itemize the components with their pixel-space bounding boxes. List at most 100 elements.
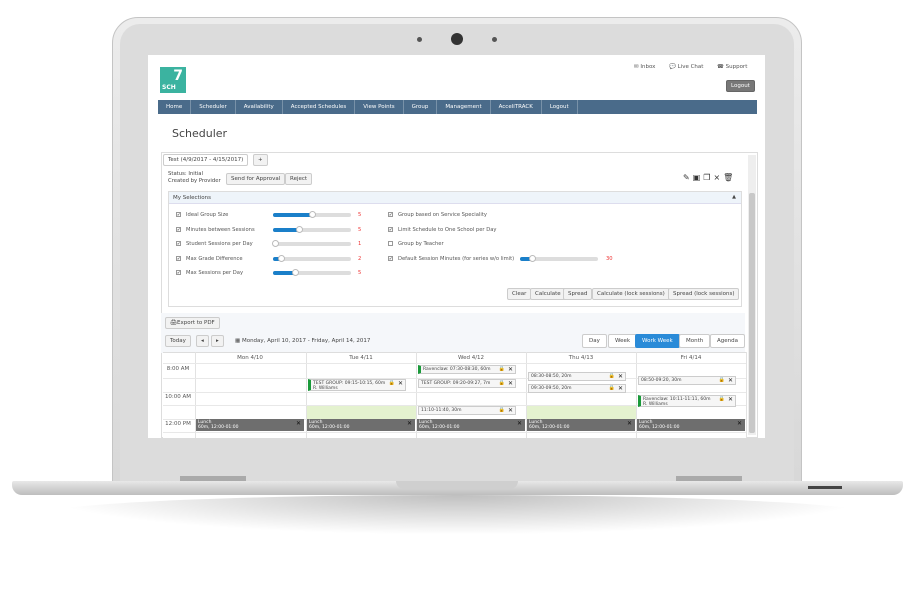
view-month[interactable]: Month — [679, 334, 711, 348]
checkbox[interactable]: ✔ — [176, 226, 181, 232]
my-selections-panel — [168, 191, 742, 307]
checkbox[interactable]: ✔ — [388, 212, 393, 217]
calendar-event[interactable]: 08:50-09:20, 30m 🔒 ✕ — [638, 375, 736, 385]
scrollbar[interactable] — [748, 155, 756, 435]
nav-item[interactable]: Logout — [542, 100, 578, 114]
checkbox[interactable]: ✔ — [388, 226, 393, 232]
event-provider: R. Williams — [643, 401, 668, 407]
lock-icon[interactable]: 🔒 — [498, 406, 505, 413]
slider-handle[interactable] — [528, 254, 536, 262]
delete-icon[interactable]: ✕ — [617, 384, 623, 392]
calendar-event[interactable]: 08:30-08:50, 20m 🔒 ✕ — [528, 371, 626, 381]
selection-button[interactable]: Spread (lock sessions) — [668, 288, 740, 300]
date-range[interactable]: ▦ Monday, April 10, 2017 - Friday, April… — [235, 338, 371, 344]
trash-icon[interactable]: 🗑 — [723, 173, 737, 182]
view-week[interactable]: Week — [608, 334, 638, 348]
slider[interactable] — [273, 211, 351, 218]
tab-test[interactable]: Test (4/9/2017 - 4/15/2017) — [163, 154, 249, 166]
delete-icon[interactable]: ✕ — [406, 420, 412, 427]
lunch-event[interactable]: Lunch 60m, 12:00-01:00 ✕ — [637, 419, 745, 431]
today-button[interactable]: Today — [165, 335, 191, 347]
save-icon[interactable]: ▣ — [692, 173, 704, 182]
slider-handle[interactable] — [291, 269, 299, 276]
live-chat-link[interactable]: 💬 Live Chat — [669, 64, 704, 70]
slider[interactable] — [273, 269, 351, 276]
lunch-event[interactable]: Lunch 60m, 12:00-01:00 ✕ — [527, 419, 635, 431]
delete-icon[interactable]: ✕ — [507, 366, 513, 373]
lock-icon[interactable]: 🔒 — [718, 376, 725, 383]
slider-handle[interactable] — [295, 225, 303, 233]
lunch-event[interactable]: Lunch 60m, 12:00-01:00 ✕ — [307, 419, 415, 431]
delete-icon[interactable]: ✕ — [626, 420, 632, 427]
delete-icon[interactable]: ✕ — [507, 406, 513, 414]
export-pdf-button[interactable]: 🖨Export to PDF — [165, 317, 220, 329]
delete-icon[interactable]: ✕ — [736, 420, 742, 427]
lunch-event[interactable]: Lunch 60m, 12:00-01:00 ✕ — [417, 419, 525, 431]
slider[interactable] — [520, 254, 598, 262]
scrollbar-thumb[interactable] — [749, 193, 755, 433]
slider[interactable] — [273, 254, 351, 262]
delete-icon[interactable]: ✕ — [727, 395, 733, 403]
checkbox[interactable]: ✔ — [176, 212, 181, 217]
screen: SCH 7 ✉ Inbox 💬 Live Chat ☎ Support Logou… — [148, 55, 765, 438]
support-link[interactable]: ☎ Support — [717, 64, 748, 70]
lock-icon[interactable]: 🔒 — [388, 379, 395, 386]
calendar-event[interactable]: TEST GROUP: 09:20-09:27, 7m 🔒 ✕ — [418, 378, 516, 388]
checkbox[interactable]: ✔ — [176, 270, 181, 275]
close-icon[interactable]: × — [713, 173, 724, 182]
selection-button[interactable]: Spread — [563, 288, 593, 300]
checkbox[interactable]: ✔ — [176, 255, 181, 261]
slider-handle[interactable] — [309, 211, 316, 218]
delete-icon[interactable]: ✕ — [507, 379, 513, 387]
selection-button[interactable]: Calculate — [530, 288, 566, 300]
edit-icon[interactable]: ✎ — [683, 173, 693, 182]
delete-icon[interactable]: ✕ — [617, 372, 623, 380]
view-agenda[interactable]: Agenda — [710, 334, 745, 348]
lock-icon[interactable]: 🔒 — [498, 379, 505, 386]
nav-item[interactable]: Group — [404, 100, 438, 114]
prev-button[interactable]: ◂ — [196, 335, 209, 347]
lock-icon[interactable]: 🔒 — [608, 372, 615, 379]
inbox-link[interactable]: ✉ Inbox — [634, 64, 656, 70]
delete-icon[interactable]: ✕ — [397, 379, 403, 387]
view-day[interactable]: Day — [582, 334, 607, 348]
send-for-approval-button[interactable]: Send for Approval — [226, 173, 286, 185]
selection-button[interactable]: Clear — [507, 288, 532, 300]
collapse-icon[interactable]: ▲ — [732, 194, 736, 200]
calendar-event[interactable]: Ravenclaw: 07:30-08:30, 60m 🔒 ✕ — [418, 365, 516, 374]
copy-icon[interactable]: ❐ — [703, 173, 714, 182]
view-work-week[interactable]: Work Week — [635, 334, 680, 348]
nav-item[interactable]: AcceliTRACK — [491, 100, 542, 114]
slider-handle[interactable] — [271, 240, 279, 247]
lock-icon[interactable]: 🔒 — [498, 366, 505, 372]
nav-item[interactable]: Availability — [236, 100, 283, 114]
lock-icon[interactable]: 🔒 — [608, 384, 615, 391]
next-button[interactable]: ▸ — [211, 335, 224, 347]
delete-icon[interactable]: ✕ — [516, 420, 522, 427]
nav-item[interactable]: Scheduler — [191, 100, 236, 114]
calendar-event[interactable]: 09:30-09:50, 20m 🔒 ✕ — [528, 383, 626, 393]
selection-button[interactable]: Calculate (lock sessions) — [592, 288, 670, 300]
delete-icon[interactable]: ✕ — [295, 420, 301, 427]
checkbox[interactable]: ✔ — [176, 241, 181, 246]
add-tab-button[interactable]: + — [253, 154, 268, 166]
logout-button[interactable]: Logout — [726, 80, 755, 92]
checkbox[interactable]: ✔ — [388, 255, 393, 261]
delete-icon[interactable]: ✕ — [727, 376, 733, 384]
calendar-event[interactable]: 11:10-11:40, 30m 🔒 ✕ — [418, 405, 516, 415]
my-selections-header[interactable]: My Selections ▲ — [169, 192, 741, 204]
checkbox[interactable] — [388, 241, 393, 246]
slider[interactable] — [273, 225, 351, 233]
lunch-event[interactable]: Lunch 60m, 12:00-01:00 ✕ — [196, 419, 304, 431]
reject-button[interactable]: Reject — [285, 173, 313, 185]
calendar-event[interactable]: Ravenclaw: 10:11-11:11, 60m R. Williams 🔒 ✕ — [638, 394, 736, 407]
slider-handle[interactable] — [277, 254, 285, 262]
nav-item[interactable]: View Points — [355, 100, 404, 114]
slider[interactable] — [271, 240, 351, 247]
nav-item[interactable]: Management — [437, 100, 491, 114]
nav-item[interactable]: Home — [158, 100, 192, 114]
lock-icon[interactable]: 🔒 — [718, 395, 725, 402]
logo[interactable]: SCH 7 — [160, 67, 186, 93]
nav-item[interactable]: Accepted Schedules — [283, 100, 356, 114]
calendar-event[interactable]: TEST GROUP: 09:15-10:15, 60m R. Williams 🔒… — [308, 378, 406, 391]
